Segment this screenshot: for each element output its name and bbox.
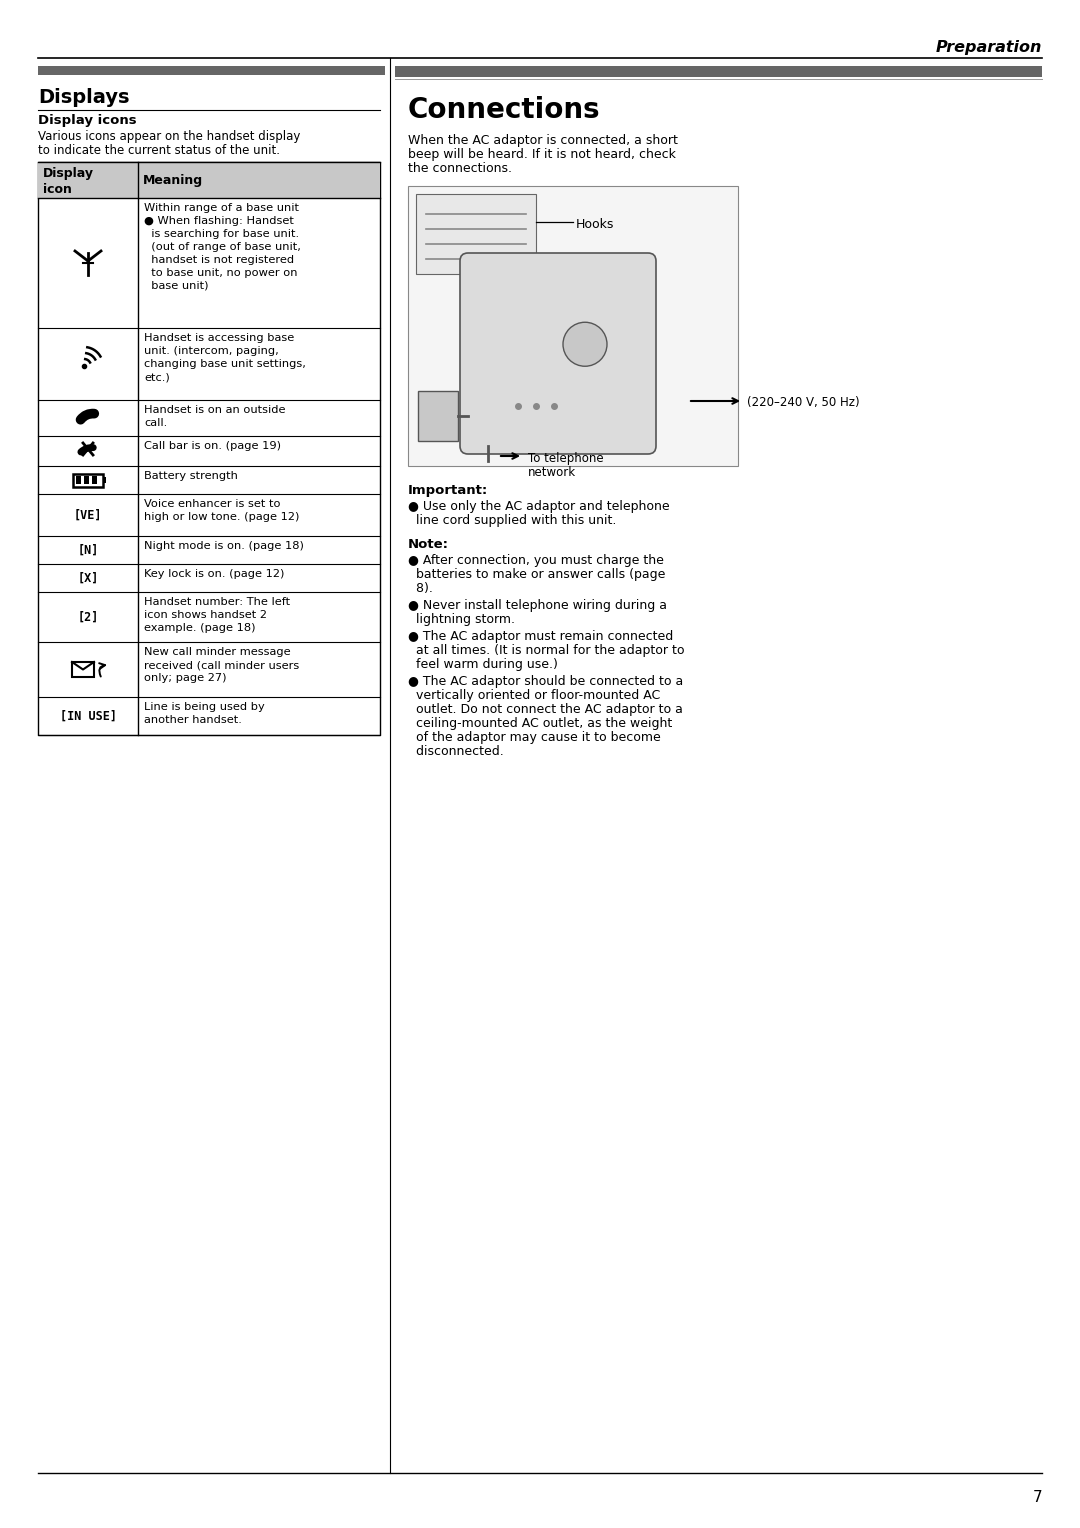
Text: line cord supplied with this unit.: line cord supplied with this unit. [408, 513, 617, 527]
Text: received (call minder users: received (call minder users [144, 660, 299, 669]
Text: Night mode is on. (page 18): Night mode is on. (page 18) [144, 541, 303, 552]
Text: Handset number: The left: Handset number: The left [144, 597, 291, 607]
Text: [VE]: [VE] [73, 509, 103, 521]
Text: Various icons appear on the handset display: Various icons appear on the handset disp… [38, 130, 300, 144]
FancyBboxPatch shape [460, 254, 656, 454]
Text: feel warm during use.): feel warm during use.) [408, 659, 558, 671]
Text: call.: call. [144, 419, 167, 428]
Bar [76, 477, 81, 484]
Text: Hooks: Hooks [576, 219, 615, 231]
Text: Voice enhancer is set to: Voice enhancer is set to [144, 500, 281, 509]
Bar [38, 66, 384, 75]
Bar [73, 474, 103, 486]
Text: outlet. Do not connect the AC adaptor to a: outlet. Do not connect the AC adaptor to… [408, 703, 683, 717]
Bar [72, 662, 94, 677]
Text: Displays: Displays [38, 89, 130, 107]
Text: at all times. (It is normal for the adaptor to: at all times. (It is normal for the adap… [408, 643, 685, 657]
Text: To telephone: To telephone [528, 452, 604, 465]
Text: to base unit, no power on: to base unit, no power on [144, 267, 297, 278]
Bar [416, 194, 536, 274]
Text: ● Use only the AC adaptor and telephone: ● Use only the AC adaptor and telephone [408, 500, 670, 513]
Text: only; page 27): only; page 27) [144, 672, 227, 683]
Text: ● When flashing: Handset: ● When flashing: Handset [144, 215, 294, 226]
Text: Handset is accessing base: Handset is accessing base [144, 333, 294, 342]
Text: (out of range of base unit,: (out of range of base unit, [144, 241, 301, 252]
Text: ● The AC adaptor must remain connected: ● The AC adaptor must remain connected [408, 630, 673, 643]
Text: network: network [528, 466, 576, 478]
Bar [38, 162, 380, 199]
Text: Display icons: Display icons [38, 115, 137, 127]
Text: is searching for base unit.: is searching for base unit. [144, 229, 299, 238]
Text: [IN USE]: [IN USE] [59, 709, 117, 723]
Text: the connections.: the connections. [408, 162, 512, 176]
Text: Call bar is on. (page 19): Call bar is on. (page 19) [144, 442, 281, 451]
Text: Line is being used by: Line is being used by [144, 701, 265, 712]
Bar [84, 477, 89, 484]
Bar [92, 477, 97, 484]
Text: Note:: Note: [408, 538, 449, 552]
Text: ● The AC adaptor should be connected to a: ● The AC adaptor should be connected to … [408, 675, 684, 688]
Bar [38, 162, 380, 735]
Text: ● Never install telephone wiring during a: ● Never install telephone wiring during … [408, 599, 667, 613]
Text: etc.): etc.) [144, 371, 170, 382]
Text: batteries to make or answer calls (page: batteries to make or answer calls (page [408, 568, 665, 581]
Text: ceiling-mounted AC outlet, as the weight: ceiling-mounted AC outlet, as the weight [408, 717, 672, 730]
Text: When the AC adaptor is connected, a short: When the AC adaptor is connected, a shor… [408, 134, 678, 147]
Text: base unit): base unit) [144, 281, 208, 290]
Text: icon shows handset 2: icon shows handset 2 [144, 610, 267, 620]
Text: Key lock is on. (page 12): Key lock is on. (page 12) [144, 568, 284, 579]
Bar [468, 261, 648, 446]
Text: handset is not registered: handset is not registered [144, 255, 294, 264]
Text: to indicate the current status of the unit.: to indicate the current status of the un… [38, 144, 280, 157]
Text: vertically oriented or floor-mounted AC: vertically oriented or floor-mounted AC [408, 689, 660, 701]
Text: 7: 7 [1032, 1490, 1042, 1505]
Text: unit. (intercom, paging,: unit. (intercom, paging, [144, 345, 279, 356]
Text: Important:: Important: [408, 484, 488, 497]
Text: Display
icon: Display icon [43, 167, 94, 196]
Text: [2]: [2] [78, 611, 98, 623]
Text: [N]: [N] [78, 544, 98, 556]
Text: Handset is on an outside: Handset is on an outside [144, 405, 285, 416]
Bar [418, 391, 458, 442]
Text: Meaning: Meaning [143, 174, 203, 186]
Text: high or low tone. (page 12): high or low tone. (page 12) [144, 512, 299, 523]
Text: changing base unit settings,: changing base unit settings, [144, 359, 306, 368]
Text: New call minder message: New call minder message [144, 646, 291, 657]
Text: example. (page 18): example. (page 18) [144, 623, 256, 633]
Text: disconnected.: disconnected. [408, 746, 503, 758]
Text: Battery strength: Battery strength [144, 471, 238, 481]
Circle shape [563, 322, 607, 367]
Text: Within range of a base unit: Within range of a base unit [144, 203, 299, 212]
Bar [103, 477, 106, 483]
Text: [X]: [X] [78, 571, 98, 585]
Text: Connections: Connections [408, 96, 600, 124]
Text: of the adaptor may cause it to become: of the adaptor may cause it to become [408, 730, 661, 744]
Text: (220–240 V, 50 Hz): (220–240 V, 50 Hz) [747, 396, 860, 410]
Text: another handset.: another handset. [144, 715, 242, 724]
Text: ● After connection, you must charge the: ● After connection, you must charge the [408, 555, 664, 567]
Text: 8).: 8). [408, 582, 433, 594]
Bar [408, 186, 738, 466]
Text: Preparation: Preparation [935, 40, 1042, 55]
Text: beep will be heard. If it is not heard, check: beep will be heard. If it is not heard, … [408, 148, 676, 160]
Bar [395, 66, 1042, 76]
Text: lightning storm.: lightning storm. [408, 613, 515, 626]
